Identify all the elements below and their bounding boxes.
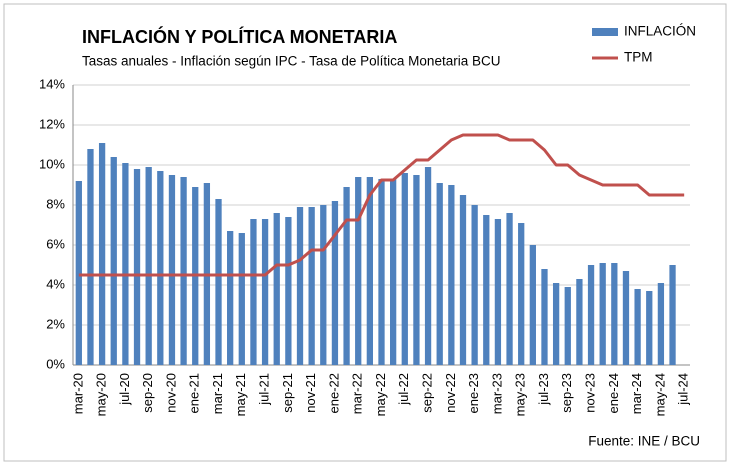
bar — [401, 173, 408, 365]
bar — [378, 179, 385, 365]
bar — [424, 167, 432, 365]
x-tick-label: mar-24 — [629, 373, 644, 414]
bar — [122, 163, 129, 365]
x-tick-label: ene-24 — [606, 373, 621, 413]
bar — [622, 271, 630, 365]
bar — [494, 219, 502, 365]
bar — [98, 143, 106, 365]
x-tick-label: sep-22 — [420, 373, 435, 413]
x-tick-label: mar-23 — [489, 373, 504, 414]
bar — [133, 169, 141, 365]
legend-label: INFLACIÓN — [624, 24, 696, 39]
bar — [110, 157, 117, 365]
line — [78, 133, 685, 277]
x-tick-label: may-22 — [373, 373, 388, 416]
bar — [587, 265, 595, 365]
x-tick-label: jul-20 — [117, 373, 132, 406]
x-tick-label: mar-21 — [210, 373, 225, 414]
bar — [483, 215, 490, 365]
bar — [227, 231, 234, 365]
x-tick-label: mar-20 — [70, 373, 85, 414]
x-tick-label: sep-23 — [559, 373, 574, 413]
bar — [506, 213, 513, 365]
bar — [541, 269, 548, 365]
bar — [261, 219, 269, 365]
bar — [238, 233, 245, 365]
y-tick-label: 4% — [46, 276, 65, 291]
bar — [552, 283, 560, 365]
bar — [250, 219, 257, 365]
bar — [576, 279, 583, 365]
bar — [285, 217, 292, 365]
y-tick-label: 10% — [39, 156, 65, 171]
bar — [657, 283, 665, 365]
bar — [448, 185, 455, 365]
bar — [634, 289, 641, 365]
x-tick-label: ene-23 — [466, 373, 481, 413]
bar — [366, 177, 374, 365]
bar — [157, 171, 164, 365]
bar — [145, 167, 152, 365]
bar — [180, 177, 187, 365]
x-tick-label: sep-21 — [280, 373, 295, 413]
y-tick-label: 6% — [46, 236, 65, 251]
bar — [669, 265, 676, 365]
bar — [564, 287, 571, 365]
x-tick-label: sep-20 — [140, 373, 155, 413]
bar — [273, 213, 280, 365]
bar — [87, 149, 94, 365]
bar — [320, 205, 327, 365]
chart-title: INFLACIÓN Y POLÍTICA MONETARIA — [82, 26, 397, 47]
chart-subtitle: Tasas anuales - Inflación según IPC - Ta… — [82, 54, 500, 69]
source-note: Fuente: INE / BCU — [588, 434, 700, 449]
bar — [471, 205, 478, 365]
x-tick-label: may-24 — [652, 373, 667, 416]
bar — [343, 187, 350, 365]
bar — [331, 201, 339, 365]
bar — [168, 175, 176, 365]
x-tick-label: jul-24 — [676, 373, 691, 406]
y-tick-label: 2% — [46, 316, 65, 331]
bar — [459, 195, 467, 365]
x-tick-label: nov-22 — [443, 373, 458, 413]
bar — [215, 199, 222, 365]
bar — [75, 181, 82, 365]
x-tick-label: jul-21 — [257, 373, 272, 406]
x-tick-label: ene-21 — [187, 373, 202, 413]
x-tick-label: nov-21 — [303, 373, 318, 413]
x-tick-label: may-23 — [513, 373, 528, 416]
bar — [355, 177, 362, 365]
x-tick-label: may-20 — [94, 373, 109, 416]
bar — [646, 291, 653, 365]
bar — [529, 245, 536, 365]
bar — [389, 179, 397, 365]
bar — [413, 175, 420, 365]
legend-swatch — [592, 28, 618, 36]
legend-label: TPM — [624, 50, 653, 65]
x-tick-label: nov-23 — [582, 373, 597, 413]
x-tick-label: nov-20 — [163, 373, 178, 413]
x-tick-label: may-21 — [233, 373, 248, 416]
x-tick-label: mar-22 — [350, 373, 365, 414]
y-tick-label: 0% — [46, 356, 65, 371]
y-tick-label: 14% — [39, 76, 65, 91]
y-tick-label: 12% — [39, 116, 65, 131]
bar — [308, 207, 315, 365]
x-tick-label: jul-22 — [396, 373, 411, 406]
x-tick-label: ene-22 — [326, 373, 341, 413]
y-tick-label: 8% — [46, 196, 65, 211]
bar — [599, 263, 606, 365]
bar — [296, 207, 304, 365]
bar — [436, 183, 443, 365]
x-tick-label: jul-23 — [536, 373, 551, 406]
bar — [611, 263, 618, 365]
bar — [518, 223, 525, 365]
